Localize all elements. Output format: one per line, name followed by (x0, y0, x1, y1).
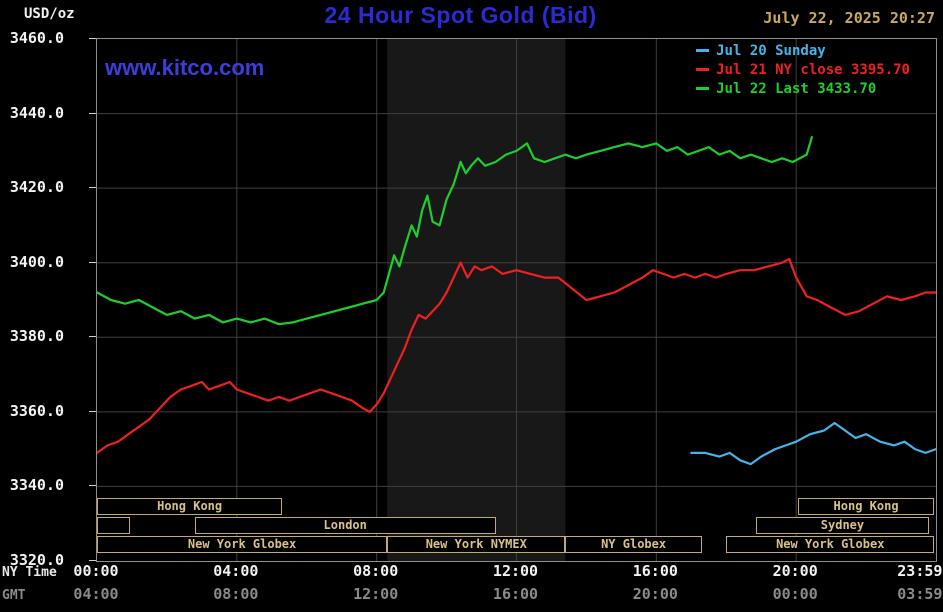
x-tick-label: 12:00 (353, 585, 399, 603)
x-axis-ny-time: 00:00 04:00 08:00 12:00 16:00 20:00 23:59 (73, 562, 942, 580)
session-bars: Hong Kong Hong Kong London Sydney New York G… (97, 498, 936, 555)
y-tickmark (89, 560, 96, 561)
legend-label: Jul 21 NY close 3395.70 (716, 61, 910, 78)
session-box-ny-globex: NY Globex (565, 536, 702, 553)
datetime-label: July 22, 2025 20:27 (763, 9, 935, 27)
session-box-london: London (194, 517, 496, 534)
y-tickmark (89, 261, 96, 263)
legend-dash-icon (696, 87, 710, 90)
x-tick-label: 12:00 (492, 562, 539, 580)
x-tick-label: 16:00 (492, 585, 539, 603)
series-line (97, 257, 936, 454)
legend-label: Jul 22 Last 3433.70 (716, 80, 877, 97)
y-tick-label: 3420.0 (9, 178, 64, 197)
session-box-new-york-globex: New York Globex (97, 536, 388, 553)
session-box-hong-kong: Hong Kong (97, 498, 283, 515)
session-box (97, 517, 131, 534)
y-tick-label: 3340.0 (9, 476, 64, 495)
session-box-new-york-globex: New York Globex (726, 536, 935, 553)
y-tickmark (89, 410, 96, 412)
y-tick-label: 3460.0 (9, 29, 64, 47)
session-box-new-york-nymex: New York NYMEX (387, 536, 566, 553)
series-line (690, 421, 936, 466)
x-tick-label: 00:00 (772, 585, 818, 603)
y-tickmark (89, 485, 96, 487)
ny-time-caption: NY Time (2, 565, 57, 580)
x-tick-label: 16:00 (632, 562, 678, 580)
x-axis-gmt: 04:00 08:00 12:00 16:00 20:00 00:00 03:59 (73, 585, 942, 603)
y-tick-label: 3400.0 (9, 252, 64, 271)
x-tick-label: 08:00 (353, 562, 399, 580)
chart-title: 24 Hour Spot Gold (Bid) (324, 2, 597, 28)
x-tick-label: 03:59 (897, 585, 943, 603)
legend-dash-icon (696, 49, 710, 52)
legend-dash-icon (696, 68, 710, 71)
legend-label: Jul 20 Sunday (716, 42, 826, 59)
y-axis: 3460.0 3440.0 3420.0 3400.0 3380.0 3360.0 3340… (0, 29, 96, 569)
y-tickmark (89, 187, 96, 189)
kitco-watermark-link[interactable]: www.kitco.com (105, 55, 265, 80)
x-tick-label: 20:00 (632, 585, 678, 603)
session-box-hong-kong: Hong Kong (797, 498, 935, 515)
series-line (97, 135, 814, 326)
legend-item: Jul 21 NY close 3395.70 (696, 60, 910, 79)
session-box-sydney: Sydney (755, 517, 929, 534)
legend: Jul 20 Sunday Jul 21 NY close 3395.70 Jul … (696, 41, 910, 98)
x-tick-label: 00:00 (73, 562, 119, 580)
x-tick-label: 04:00 (213, 562, 259, 580)
units-label: USD/oz (24, 6, 75, 22)
y-tickmark (89, 336, 96, 338)
y-tick-label: 3360.0 (9, 401, 64, 420)
x-tick-label: 04:00 (73, 585, 119, 603)
y-tickmark (89, 38, 96, 39)
x-tick-label: 20:00 (772, 562, 818, 580)
gmt-caption: GMT (2, 588, 26, 603)
legend-item: Jul 22 Last 3433.70 (696, 79, 910, 98)
y-tick-label: 3380.0 (9, 327, 64, 346)
chart-canvas (97, 39, 936, 561)
plot-area: www.kitco.com Jul 20 Sunday Jul 21 NY clo… (96, 38, 937, 562)
x-tick-label: 23:59 (897, 562, 943, 580)
legend-item: Jul 20 Sunday (696, 41, 910, 60)
y-tickmark (89, 112, 96, 114)
y-tick-label: 3320.0 (9, 551, 64, 569)
x-tick-label: 08:00 (213, 585, 259, 603)
y-tick-label: 3440.0 (9, 103, 64, 122)
nymex-session-band (387, 39, 566, 561)
